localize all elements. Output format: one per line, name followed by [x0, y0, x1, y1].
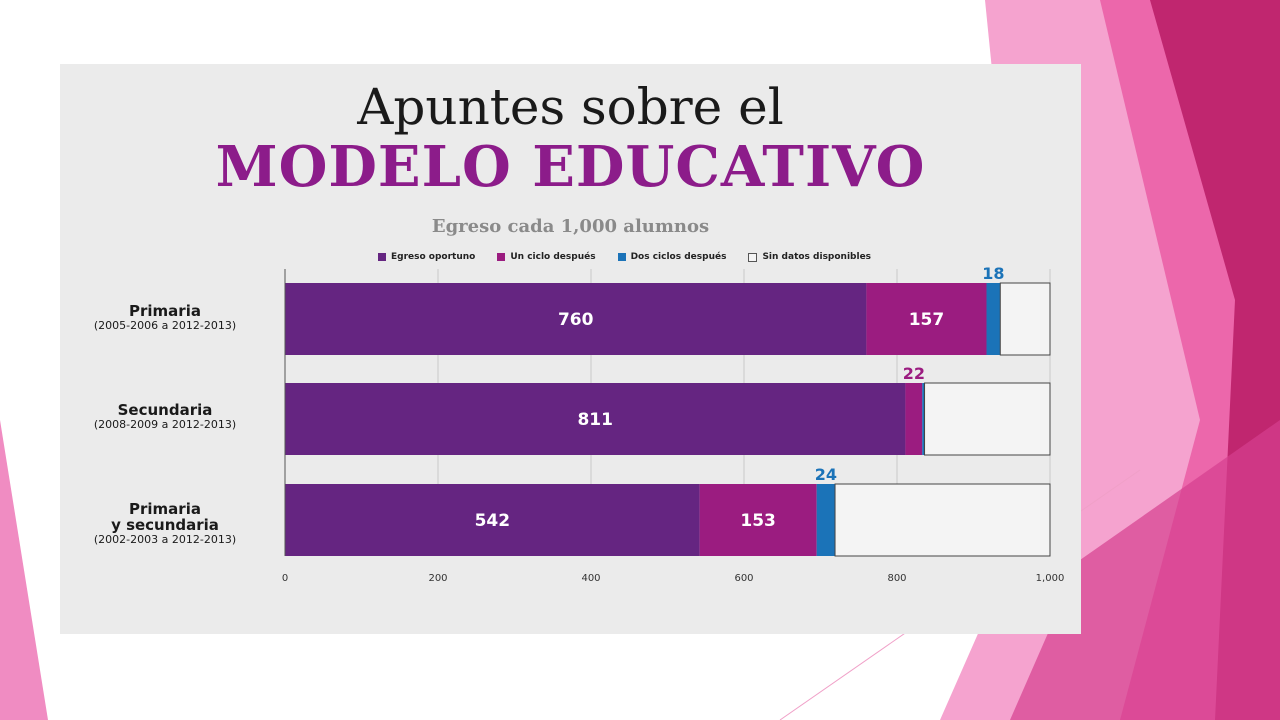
chart-title: Egreso cada 1,000 alumnos — [431, 216, 710, 237]
legend-label: Sin datos disponibles — [762, 252, 872, 262]
bar-segment — [922, 383, 925, 455]
row-name: Primaria — [129, 302, 201, 320]
legend-label: Egreso oportuno — [391, 252, 476, 262]
legend-item-dos-ciclos: Dos ciclos después — [617, 252, 727, 262]
data-label: 153 — [740, 511, 776, 531]
legend-item-sin-datos: Sin datos disponibles — [748, 252, 871, 262]
bar-segment — [905, 383, 923, 455]
row-period: (2005-2006 a 2012-2013) — [93, 319, 237, 332]
infographic-panel: Apuntes sobre el MODELO EDUCATIVO Egreso… — [60, 64, 1081, 634]
pink-shape-left — [0, 420, 48, 720]
legend-swatch-un-ciclo — [497, 253, 506, 261]
legend-swatch-egreso-oportuno — [378, 253, 386, 261]
bar-chart: 0 200 400 600 800 1,000 760 157 18 811 22 542 153 24 — [282, 264, 1065, 584]
bar-segment — [986, 283, 1001, 355]
legend-swatch-dos-ciclos — [617, 253, 626, 261]
legend-label: Dos ciclos después — [630, 252, 727, 262]
x-tick-label: 600 — [734, 573, 753, 584]
data-label: 22 — [903, 364, 925, 383]
data-label: 157 — [909, 310, 945, 330]
row-label-secundaria: Secundaria (2008-2009 a 2012-2013) — [60, 402, 270, 431]
chart-legend: Egreso oportuno Un ciclo después Dos cic… — [378, 250, 893, 264]
x-tick-label: 1,000 — [1036, 573, 1065, 584]
x-tick-label: 800 — [887, 573, 906, 584]
legend-item-egreso-oportuno: Egreso oportuno — [378, 252, 475, 262]
x-tick-label: 0 — [282, 573, 288, 584]
bar-segment — [834, 483, 1051, 557]
x-tick-label: 400 — [581, 573, 600, 584]
row-name: Primaria y secundaria — [111, 500, 219, 534]
legend-item-un-ciclo: Un ciclo después — [497, 252, 596, 262]
bar-segment — [866, 283, 987, 355]
data-label: 811 — [577, 410, 613, 430]
pink-shape-right-lower — [1010, 420, 1280, 720]
bar-segment — [699, 484, 817, 556]
bar-segment — [285, 283, 867, 355]
row-period: (2002-2003 a 2012-2013) — [93, 533, 237, 546]
row-period: (2008-2009 a 2012-2013) — [93, 418, 237, 431]
bar-segment — [285, 484, 700, 556]
bar-segment — [816, 484, 836, 556]
data-label: 542 — [475, 511, 511, 531]
legend-swatch-sin-datos — [748, 252, 758, 262]
bar-segment — [285, 383, 906, 455]
data-label: 760 — [558, 310, 594, 330]
x-tick-label: 200 — [428, 573, 447, 584]
row-label-primaria-secundaria: Primaria y secundaria (2002-2003 a 2012-… — [60, 501, 270, 546]
row-name: Secundaria — [117, 401, 213, 419]
title-line-2: MODELO EDUCATIVO — [215, 134, 926, 200]
bar-segment — [924, 382, 1051, 456]
title-line-1: Apuntes sobre el — [357, 78, 784, 136]
legend-label: Un ciclo después — [510, 252, 596, 262]
row-label-primaria: Primaria (2005-2006 a 2012-2013) — [60, 303, 270, 332]
data-label: 24 — [815, 465, 837, 484]
bar-segment — [999, 282, 1051, 356]
data-label: 18 — [982, 264, 1004, 283]
